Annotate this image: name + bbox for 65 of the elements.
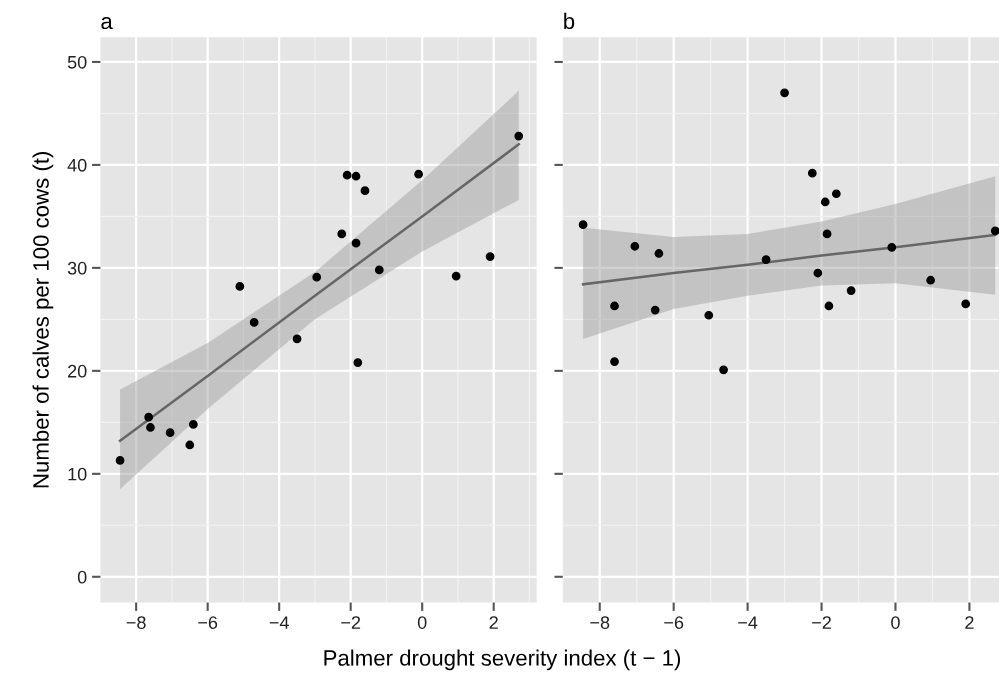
x-tick-label: 2 — [489, 616, 498, 629]
y-tick-label: 10 — [68, 467, 87, 481]
point — [704, 310, 714, 320]
point — [514, 131, 524, 141]
y-tick-label: 30 — [67, 261, 87, 275]
point — [610, 357, 619, 366]
y-tick-label: 40 — [67, 158, 87, 172]
point — [351, 171, 361, 181]
point — [610, 301, 619, 311]
point — [719, 365, 728, 375]
point — [451, 271, 461, 281]
x-tick-label: 0 — [417, 616, 427, 629]
x-tick-label: −2 — [341, 616, 361, 629]
point — [824, 301, 834, 311]
point — [820, 197, 830, 207]
point — [374, 265, 384, 275]
point — [188, 420, 198, 429]
point — [342, 170, 352, 180]
x-tick-label: −6 — [198, 616, 218, 629]
point — [115, 456, 125, 465]
point — [813, 268, 823, 278]
x-tick-label: −2 — [812, 616, 831, 629]
point — [807, 168, 817, 178]
y-tick-label: 20 — [68, 364, 87, 378]
point — [360, 186, 370, 196]
point — [144, 412, 154, 422]
point — [780, 88, 789, 98]
line-series — [118, 143, 520, 443]
point — [926, 275, 935, 285]
point — [887, 242, 897, 252]
point — [846, 286, 856, 295]
point — [146, 423, 155, 432]
point — [761, 255, 771, 265]
point — [351, 238, 361, 248]
point — [292, 334, 302, 344]
y-tick-label: 50 — [67, 55, 87, 69]
x-axis-title: Palmer drought severity index (t − 1) — [324, 649, 681, 671]
chart-title: b — [564, 12, 575, 30]
point — [312, 272, 322, 282]
point — [630, 241, 640, 251]
point — [337, 229, 347, 239]
point — [990, 226, 999, 236]
point — [822, 229, 832, 239]
point — [185, 440, 195, 450]
x-tick-label: −8 — [590, 616, 610, 629]
point — [654, 249, 664, 258]
x-tick-label: −8 — [126, 616, 146, 629]
point — [235, 282, 245, 291]
y-tick-label: 0 — [77, 570, 87, 584]
point — [485, 252, 495, 261]
point — [578, 220, 588, 230]
point — [414, 169, 423, 179]
point — [249, 318, 259, 327]
point — [165, 428, 175, 438]
point — [961, 299, 971, 309]
x-tick-label: −4 — [269, 616, 289, 629]
x-tick-label: −6 — [664, 616, 684, 629]
x-tick-label: 2 — [965, 616, 974, 629]
x-tick-label: −4 — [738, 616, 758, 629]
x-tick-label: 0 — [891, 616, 900, 629]
point — [353, 358, 363, 367]
y-axis-title: Number of calves per 100 cows (t) — [32, 152, 54, 488]
chart-title: a — [101, 16, 113, 30]
point — [831, 189, 841, 199]
point — [650, 305, 660, 315]
